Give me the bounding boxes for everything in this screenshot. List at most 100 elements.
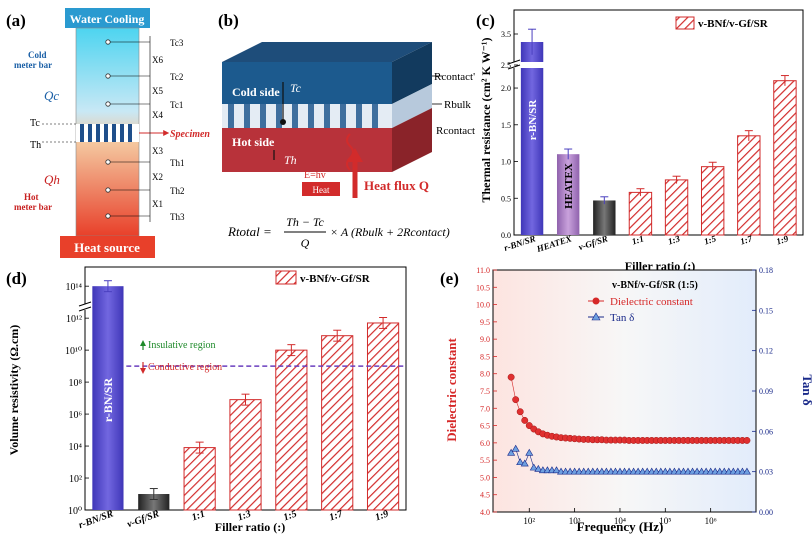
panel-d-label: (d) [6, 269, 27, 288]
panel-c-legend: v-BNf/v-Gf/SR [698, 18, 769, 30]
bar-c [773, 80, 797, 236]
y-tick-label-left-e: 9.0 [480, 335, 490, 344]
heat-label: Heat [313, 185, 330, 195]
thermocouple-dot [105, 39, 111, 45]
water-cooling-label: Water Cooling [70, 12, 145, 26]
y-tick-label-d: 10¹⁰ [65, 346, 82, 357]
y-tick-label-left-e: 10.0 [476, 301, 490, 310]
panel-e-title: v-BNf/v-Gf/SR (1:5) [612, 280, 698, 291]
y-tick-label-c: 1.0 [501, 158, 511, 167]
x-tick-label-e: 10⁴ [614, 516, 626, 526]
x-tick-label-d: 1:9 [374, 508, 390, 523]
x-distance-label: X1 [152, 199, 163, 209]
tan-point [516, 458, 525, 466]
panel-e-xlabel: Frequency (Hz) [577, 519, 664, 534]
tan-point [520, 459, 529, 467]
panel-b-schematic: (b) Cold side Tc Hot side Th Rcontact' R… [218, 11, 475, 250]
x-distance-label: X6 [152, 55, 163, 65]
y-tick-label-d: 10¹² [66, 314, 82, 325]
y-tick-label-d: 10⁶ [69, 410, 83, 421]
axis-break-d [81, 303, 87, 310]
tan-point [525, 448, 534, 456]
panel-a-label: (a) [6, 11, 26, 30]
legend-tan-label: Tan δ [610, 312, 634, 324]
panel-c-ylabel: Thermal resistance (cm² K W⁻¹) [479, 37, 493, 202]
arrow-down-icon [140, 368, 146, 374]
panel-e-ylabel-right: Tan δ [800, 374, 812, 405]
panel-d-xlabel: Filler ratio (:) [215, 520, 285, 534]
panel-a-schematic: (a) Water Cooling Heat source Cold meter … [6, 8, 210, 258]
thermocouple-dot [105, 159, 111, 165]
y-tick-label-c: 2.5 [501, 61, 511, 70]
y-tick-label-right-e: 0.18 [759, 266, 773, 275]
bar-d [229, 399, 262, 511]
specimen-label: Specimen [170, 129, 210, 140]
formula-left: Rtotal = [227, 224, 272, 239]
y-tick-label-c: 0.0 [501, 231, 511, 240]
tan-point [552, 466, 561, 474]
th-reading-label: Th2 [170, 186, 185, 196]
dielectric-point [507, 373, 515, 381]
bar-label-d: r-BN/SR [101, 378, 115, 423]
specimen-stripes [76, 124, 139, 142]
x-distance-label: X5 [152, 86, 163, 96]
panel-d-legend: v-BNf/v-Gf/SR [300, 273, 371, 285]
bar-d [138, 494, 170, 510]
panel-d-legend-swatch [275, 270, 297, 285]
axis-break-mark-d [78, 306, 92, 312]
axis-break-c [510, 62, 547, 68]
bar-c [593, 200, 616, 235]
legend-dielectric-marker [592, 297, 600, 305]
tc-reading-label: Tc1 [170, 100, 183, 110]
x-tick-label-c: v-Gf/SR [577, 233, 609, 252]
tc-probe-label: Tc [290, 81, 302, 95]
x-distance-label: X4 [152, 110, 163, 120]
th-reading-label: Th3 [170, 212, 185, 222]
bar-d [275, 349, 308, 511]
r-contact-label: Rcontact [436, 125, 475, 137]
dielectric-point [525, 422, 533, 430]
bar-label-c: r-BN/SR [527, 99, 539, 141]
cold-side-block [222, 62, 392, 104]
heat-flux-label: Heat flux Q [364, 178, 429, 193]
y-tick-label-d: 10² [69, 474, 82, 485]
x-tick-label-c: 1:9 [775, 233, 790, 246]
y-tick-label-left-e: 7.0 [480, 404, 490, 413]
water-cooling-block [65, 8, 150, 28]
th-reading-label: Th1 [170, 158, 185, 168]
legend-dielectric-label: Dielectric constant [610, 296, 693, 308]
x-tick-label-e: 10⁵ [659, 516, 671, 526]
hot-meter-label: Hot meter bar [14, 192, 52, 212]
dielectric-point [521, 416, 529, 424]
tan-point [534, 464, 543, 472]
cold-side-label: Cold side [232, 85, 280, 99]
tan-point [529, 463, 538, 471]
thermocouple-dot [105, 187, 111, 193]
x-tick-label-d: 1:1 [190, 508, 206, 523]
y-tick-label-c: 0.5 [501, 194, 511, 203]
y-tick-label-left-e: 9.5 [480, 318, 490, 327]
y-tick-label-d: 10⁴ [69, 442, 83, 453]
hot-side-label: Hot side [232, 135, 275, 149]
bar-label-c: HEATEX [563, 163, 575, 209]
cold-top-face [222, 42, 432, 62]
panel-c-legend-swatch [675, 16, 695, 30]
y-tick-label-left-e: 7.5 [480, 387, 490, 396]
bar-d [321, 335, 354, 511]
heat-source-block [60, 236, 155, 258]
panel-e-ylabel-left: Dielectric constant [444, 338, 459, 442]
heat-box [302, 182, 340, 196]
y-tick-label-left-e: 10.5 [476, 283, 490, 292]
thermocouple-positions: Tc3 Tc2 Tc1 Th1 Th2 Th3 X6 X5 X4 X3 X2 X1 [105, 36, 185, 222]
x-tick-label-c: HEATEX [535, 233, 574, 254]
hot-side-block [222, 128, 392, 172]
panel-b-label: (b) [218, 11, 239, 30]
y-tick-label-right-e: 0.00 [759, 508, 773, 517]
bar-c [737, 135, 761, 236]
x-tick-label-c: 1:3 [667, 233, 682, 246]
x-tick-label-c: 1:1 [631, 233, 646, 246]
panel-d-chart: (d) r-BN/SR r-BN/SR v-Gf/SR 1:1 1:3 1:5 1:7 1:9… [6, 266, 407, 534]
bar-c [628, 191, 653, 236]
